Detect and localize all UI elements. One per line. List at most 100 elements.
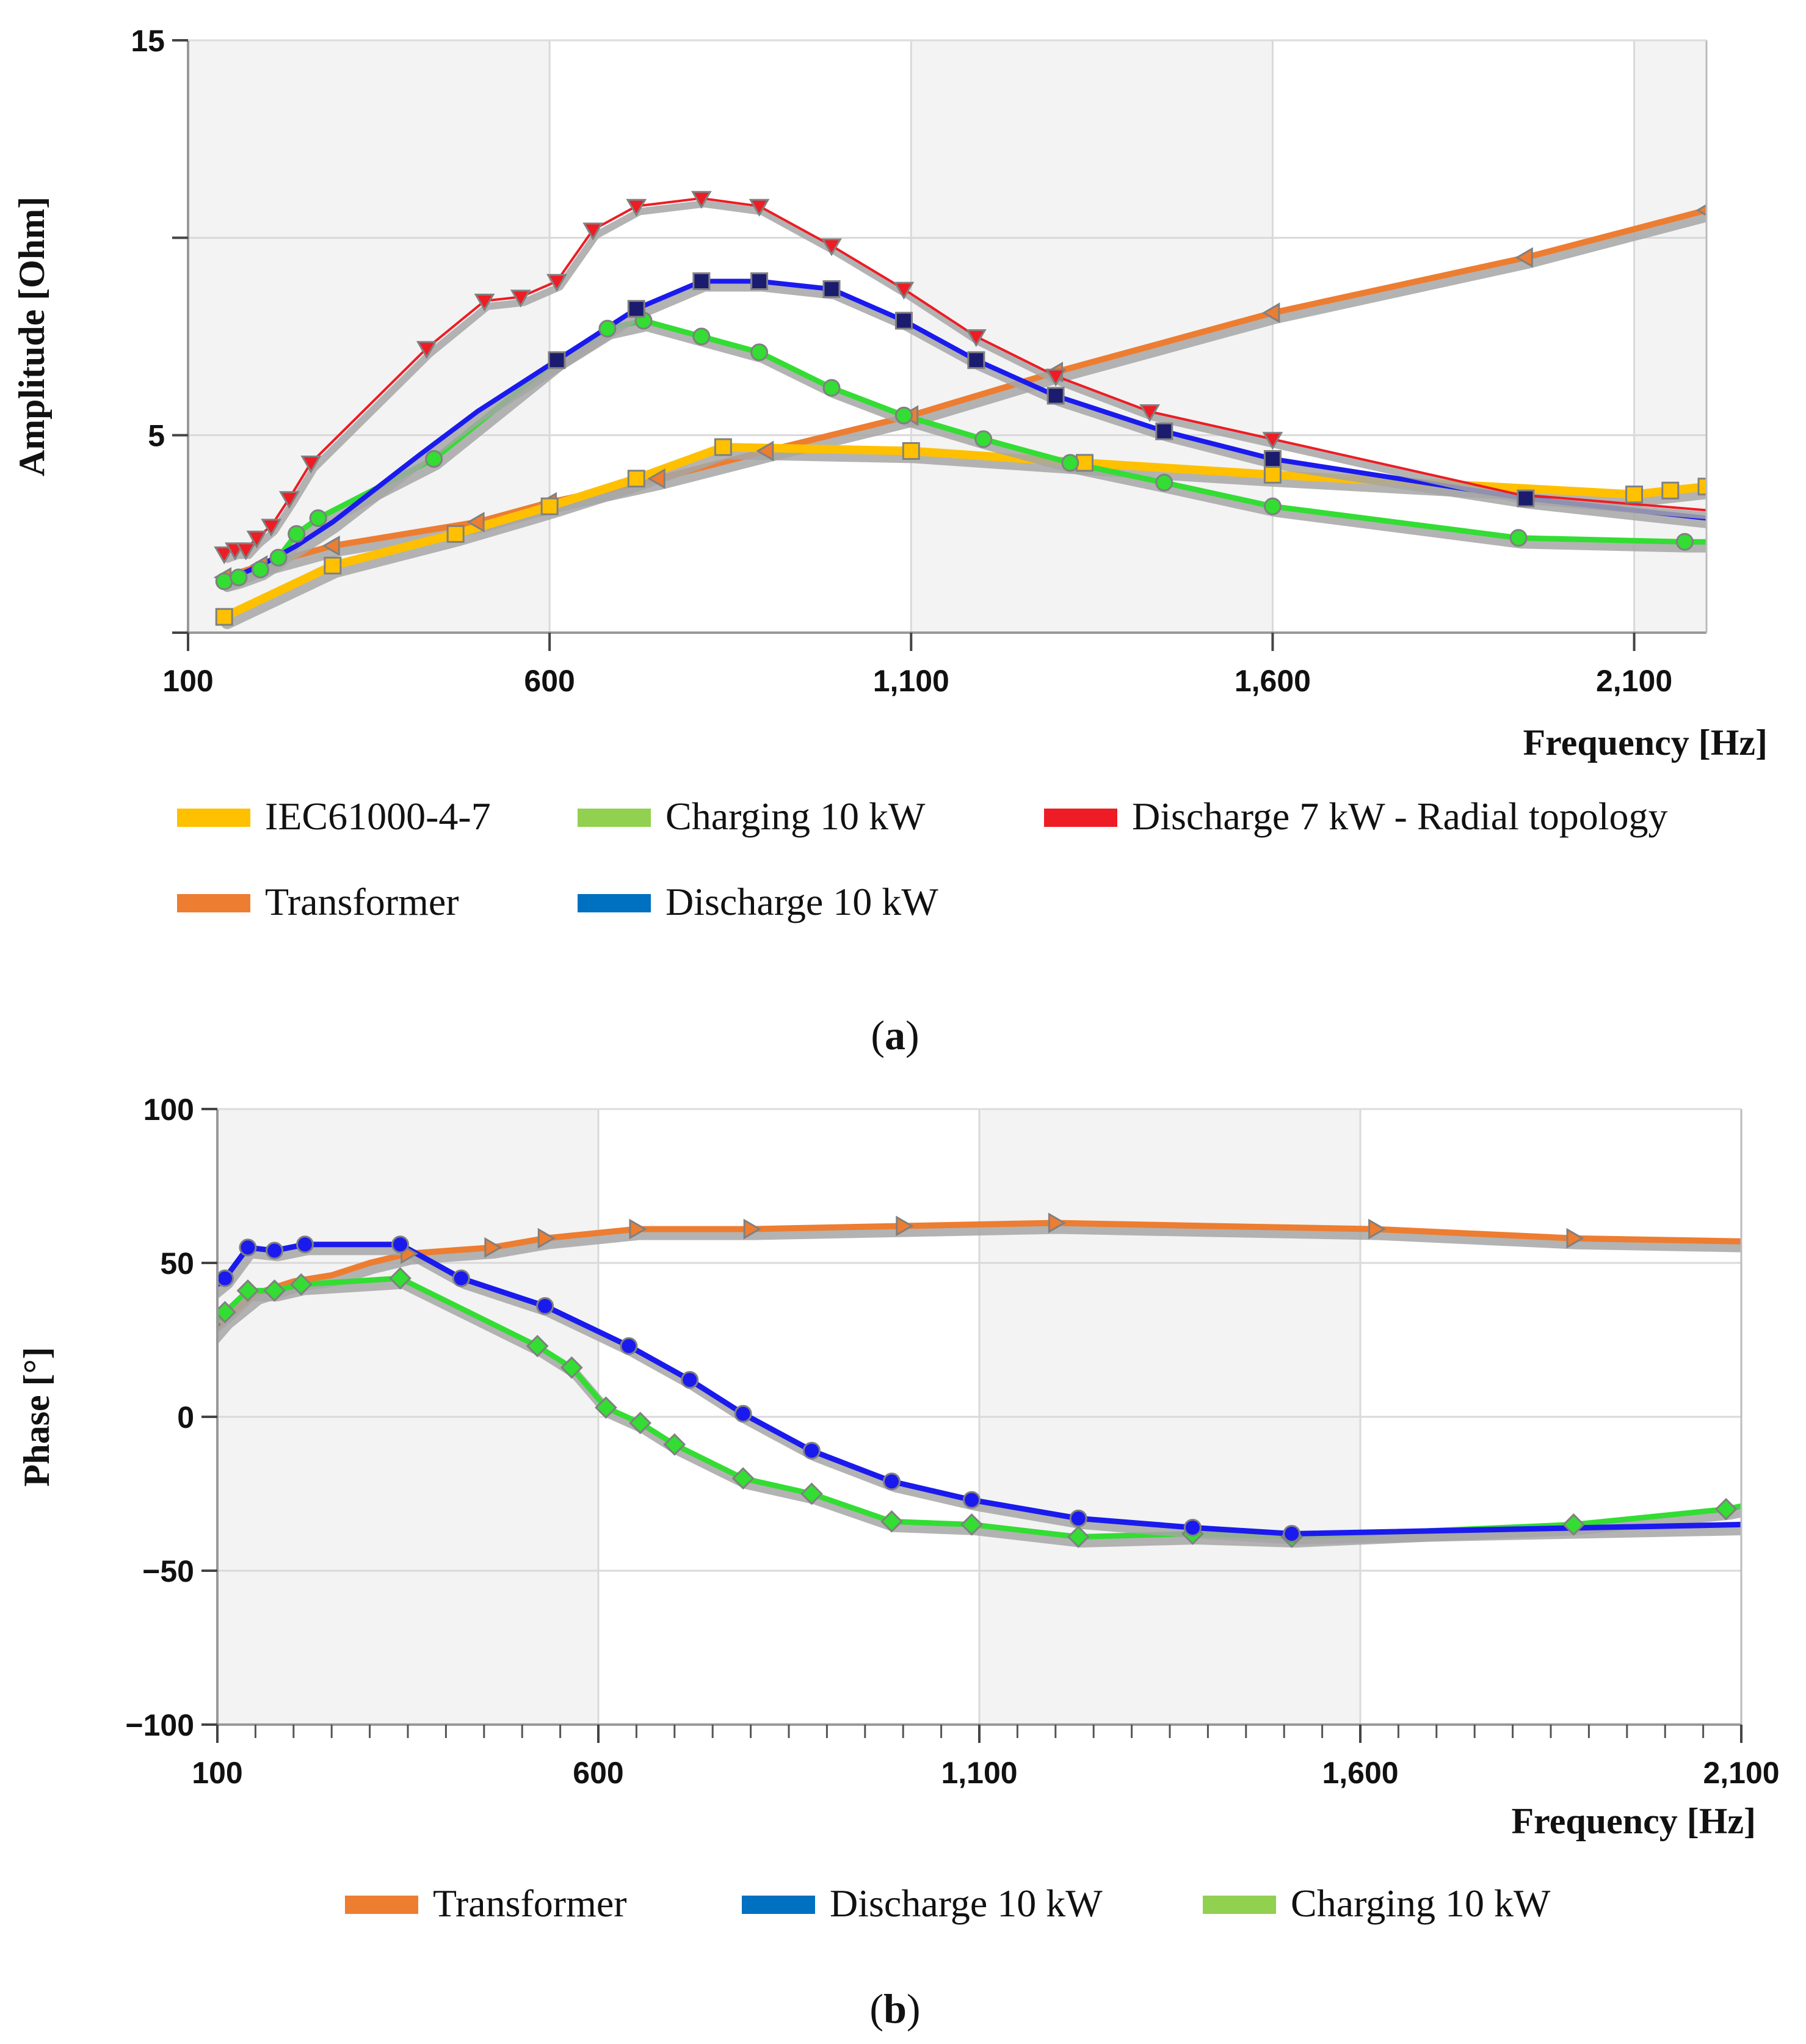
legend-swatch-charging bbox=[1203, 1896, 1276, 1914]
data-point-discharge bbox=[750, 272, 769, 290]
data-point-discharge bbox=[217, 1286, 219, 1295]
data-point-discharge7 bbox=[278, 491, 300, 509]
data-point-discharge bbox=[802, 1441, 821, 1460]
data-point-iec bbox=[324, 556, 342, 575]
data-point-discharge bbox=[217, 1269, 234, 1287]
x-tick-label: 1,100 bbox=[941, 1756, 1017, 1790]
data-point-discharge7 bbox=[965, 329, 987, 347]
data-point-discharge bbox=[681, 1371, 699, 1389]
x-tick-label: 1,100 bbox=[873, 664, 949, 698]
data-point-iec bbox=[446, 525, 465, 543]
data-point-discharge bbox=[734, 1405, 752, 1423]
series-shadow-discharge7 bbox=[223, 200, 1706, 563]
data-point-charging bbox=[960, 1513, 983, 1536]
data-point-charging bbox=[389, 1267, 412, 1290]
legend-label-discharge: Discharge 10 kW bbox=[830, 1882, 1103, 1925]
data-point-discharge bbox=[391, 1235, 410, 1254]
legend-swatch-discharge bbox=[742, 1896, 815, 1914]
data-point-discharge bbox=[963, 1491, 981, 1509]
legend-label-iec: IEC61000-4-7 bbox=[265, 795, 491, 838]
legend-swatch-discharge bbox=[578, 894, 651, 912]
data-point-charging bbox=[289, 1273, 313, 1296]
legend-label-discharge7: Discharge 7 kW - Radial topology bbox=[1132, 795, 1667, 838]
data-point-discharge7 bbox=[416, 341, 437, 359]
data-point-charging bbox=[288, 525, 306, 543]
data-point-iec bbox=[540, 497, 559, 515]
data-point-discharge bbox=[296, 1235, 314, 1254]
data-point-discharge bbox=[1517, 489, 1535, 507]
x-axis-title: Frequency [Hz] bbox=[1523, 722, 1768, 763]
data-point-transformer bbox=[466, 512, 485, 533]
data-point-charging bbox=[189, 1321, 209, 1341]
data-point-charging bbox=[1714, 1497, 1738, 1521]
data-point-iec bbox=[1697, 478, 1706, 496]
y-tick-label: −50 bbox=[142, 1554, 194, 1588]
legend-label-discharge: Discharge 10 kW bbox=[665, 880, 938, 923]
caption-part: a bbox=[885, 1012, 905, 1058]
data-point-charging bbox=[1155, 473, 1173, 492]
data-point-charging bbox=[629, 1411, 652, 1435]
legend-swatch-transformer bbox=[177, 894, 250, 912]
data-point-discharge bbox=[692, 272, 711, 290]
series-group bbox=[189, 1212, 1741, 1548]
data-point-charging bbox=[425, 449, 443, 468]
data-point-charging bbox=[595, 1396, 617, 1419]
data-point-discharge bbox=[620, 1337, 638, 1355]
x-tick-label: 100 bbox=[162, 664, 213, 698]
data-point-discharge bbox=[190, 1301, 206, 1317]
data-point-transformer bbox=[1515, 247, 1533, 268]
data-point-charging bbox=[263, 1279, 286, 1302]
data-point-charging bbox=[1675, 533, 1694, 551]
legend-swatch-transformer bbox=[345, 1896, 418, 1914]
data-point-iec bbox=[1076, 454, 1094, 472]
data-point-transformer bbox=[1566, 1227, 1584, 1249]
data-point-transformer bbox=[537, 1227, 556, 1249]
y-axis-title: Phase [°] bbox=[16, 1347, 57, 1487]
panel-caption: (a) bbox=[871, 1012, 919, 1058]
data-point-discharge7 bbox=[546, 274, 567, 292]
data-point-discharge7 bbox=[235, 542, 256, 561]
y-axis-title: Amplitude [Ohm] bbox=[12, 197, 52, 476]
data-point-iec bbox=[902, 442, 920, 460]
legend-swatch-charging bbox=[578, 809, 651, 827]
caption-part: ) bbox=[905, 1012, 919, 1058]
data-point-discharge bbox=[1283, 1525, 1301, 1543]
series-shadow-transformer bbox=[222, 211, 1706, 589]
data-point-charging bbox=[663, 1433, 686, 1456]
x-tick-label: 100 bbox=[192, 1756, 242, 1790]
data-point-discharge bbox=[882, 1472, 901, 1491]
data-point-transformer bbox=[322, 535, 340, 556]
data-point-discharge7 bbox=[510, 289, 531, 308]
data-point-charging bbox=[1263, 497, 1282, 515]
data-point-transformer bbox=[1368, 1218, 1387, 1240]
data-point-discharge7 bbox=[214, 546, 235, 564]
data-point-iec bbox=[627, 470, 645, 488]
data-point-charging bbox=[309, 509, 327, 527]
legend-label-charging: Charging 10 kW bbox=[665, 795, 926, 838]
data-point-iec bbox=[215, 608, 233, 626]
data-point-transformer bbox=[756, 440, 774, 462]
x-tick-label: 1,600 bbox=[1322, 1756, 1398, 1790]
data-point-discharge bbox=[822, 280, 841, 298]
data-point-discharge7 bbox=[691, 191, 712, 209]
data-point-iec bbox=[1661, 481, 1680, 500]
data-point-charging bbox=[1061, 454, 1079, 472]
data-point-transformer bbox=[629, 1218, 647, 1240]
caption-part: ( bbox=[871, 1012, 885, 1058]
data-point-charging bbox=[560, 1356, 583, 1379]
data-point-iec bbox=[1263, 465, 1282, 484]
data-point-discharge bbox=[967, 351, 985, 369]
series-line-discharge bbox=[222, 278, 1706, 584]
data-point-charging bbox=[731, 1467, 755, 1490]
caption-part: ) bbox=[907, 1985, 921, 2032]
legend-swatch-iec bbox=[177, 809, 250, 827]
data-point-charging bbox=[251, 561, 269, 579]
data-point-discharge7 bbox=[749, 198, 770, 217]
y-tick-label: 5 bbox=[148, 419, 165, 453]
data-point-charging bbox=[526, 1334, 549, 1358]
data-point-discharge7 bbox=[246, 530, 267, 549]
data-point-charging bbox=[800, 1482, 823, 1505]
caption-part: b bbox=[883, 1985, 907, 2032]
data-point-discharge7 bbox=[1139, 404, 1161, 423]
chart-panel-b: −100 −50 0 50 100 100 600 1,100 1,600 2,100 Freque… bbox=[16, 1093, 1780, 2032]
